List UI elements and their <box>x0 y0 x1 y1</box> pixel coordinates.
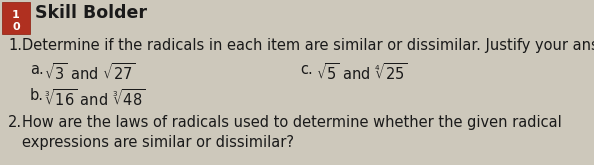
Text: $\sqrt{5}$ and $\sqrt[4]{25}$: $\sqrt{5}$ and $\sqrt[4]{25}$ <box>316 62 408 83</box>
Text: b.: b. <box>30 88 44 103</box>
Text: $\sqrt[3]{16}$ and $\sqrt[3]{48}$: $\sqrt[3]{16}$ and $\sqrt[3]{48}$ <box>44 88 146 109</box>
Text: Skill Bolder: Skill Bolder <box>35 4 147 22</box>
Text: 1.: 1. <box>8 38 22 53</box>
Text: 1: 1 <box>12 10 20 20</box>
Text: 2.: 2. <box>8 115 22 130</box>
Text: expressions are similar or dissimilar?: expressions are similar or dissimilar? <box>22 135 294 150</box>
FancyBboxPatch shape <box>2 2 30 34</box>
Text: Determine if the radicals in each item are similar or dissimilar. Justify your a: Determine if the radicals in each item a… <box>22 38 594 53</box>
Text: a.: a. <box>30 62 44 77</box>
Text: c.: c. <box>300 62 313 77</box>
Text: 0: 0 <box>12 22 20 32</box>
Text: $\sqrt{3}$ and $\sqrt{27}$: $\sqrt{3}$ and $\sqrt{27}$ <box>44 62 135 83</box>
Text: How are the laws of radicals used to determine whether the given radical: How are the laws of radicals used to det… <box>22 115 562 130</box>
